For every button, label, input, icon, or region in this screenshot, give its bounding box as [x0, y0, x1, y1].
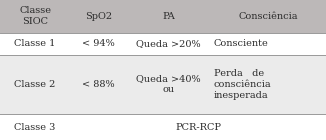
Text: PA: PA — [162, 12, 175, 21]
Bar — [0, 55, 326, 114]
Bar — [0, 114, 326, 140]
Text: Classe 1: Classe 1 — [14, 39, 56, 48]
Text: < 88%: < 88% — [82, 80, 115, 89]
Text: < 94%: < 94% — [82, 39, 115, 48]
Bar — [0, 33, 326, 55]
Text: Queda >20%: Queda >20% — [136, 39, 201, 48]
Text: SpO2: SpO2 — [85, 12, 112, 21]
Bar — [0, 0, 326, 33]
Text: Classe 3: Classe 3 — [14, 122, 56, 132]
Text: PCR-RCP: PCR-RCP — [175, 122, 221, 132]
Text: Classe 2: Classe 2 — [14, 80, 56, 89]
Text: Consciente: Consciente — [214, 39, 268, 48]
Text: Classe
SIOC: Classe SIOC — [19, 6, 51, 26]
Text: Consciência: Consciência — [238, 12, 298, 21]
Text: Perda   de
consciência
inesperada: Perda de consciência inesperada — [214, 69, 271, 100]
Text: Queda >40%
ou: Queda >40% ou — [136, 74, 201, 94]
